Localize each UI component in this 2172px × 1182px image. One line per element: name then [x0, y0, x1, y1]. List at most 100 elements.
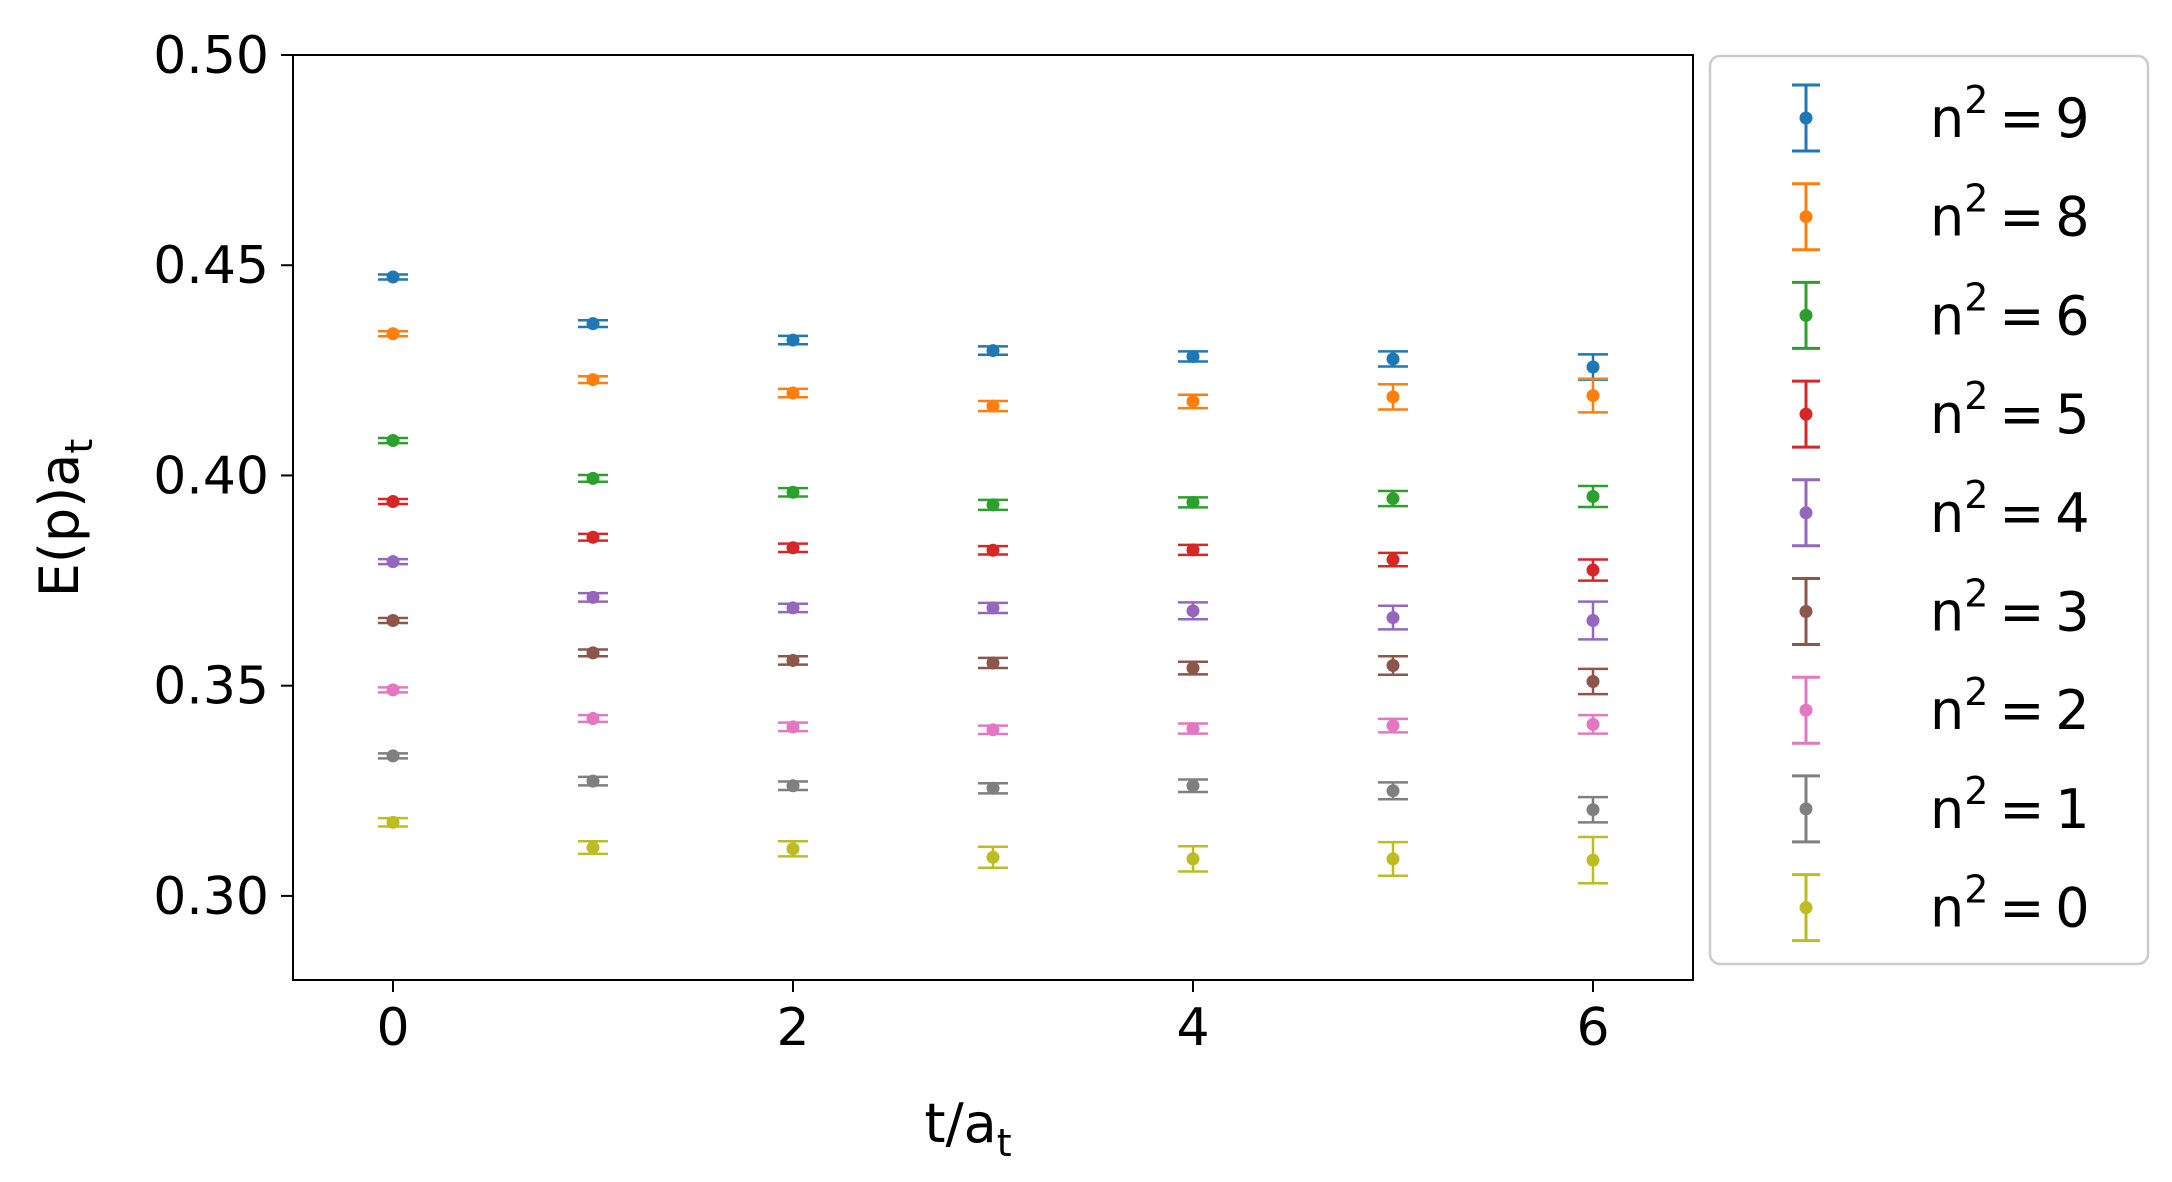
data-point — [1586, 853, 1600, 867]
data-point — [1186, 779, 1200, 793]
x-tick-label: 4 — [1176, 998, 1209, 1058]
data-point — [786, 386, 800, 400]
data-point — [986, 498, 1000, 512]
legend-label: n2 = 0 — [1930, 868, 2090, 940]
data-point — [386, 614, 400, 628]
legend-label: n2 = 3 — [1930, 572, 2090, 644]
data-point — [1586, 389, 1600, 403]
y-tick-label: 0.45 — [153, 236, 269, 296]
data-point — [1186, 495, 1200, 509]
legend: n2 = 9 n2 = 8 n2 = 6 n2 = 5 n2 = 4 n2 = 3 n2 =… — [1708, 54, 2150, 966]
data-point — [986, 850, 1000, 864]
data-point — [1586, 803, 1600, 817]
y-axis: 0.30 0.35 0.40 0.45 0.50 — [153, 26, 293, 927]
legend-marker — [1799, 407, 1813, 421]
data-point — [586, 373, 600, 387]
data-point — [386, 683, 400, 697]
y-tick-label: 0.50 — [153, 26, 269, 86]
data-point — [786, 653, 800, 667]
data-point — [586, 471, 600, 485]
data-point — [1186, 852, 1200, 866]
data-point — [786, 485, 800, 499]
y-axis-label: E(p)at — [28, 439, 101, 598]
series-n2-1 — [378, 749, 1608, 824]
series-layer — [378, 270, 1608, 885]
data-point — [786, 720, 800, 734]
data-point — [1186, 394, 1200, 408]
data-point — [386, 495, 400, 509]
legend-item-n2-9: n2 = 9 — [1792, 78, 2090, 153]
data-point — [986, 781, 1000, 795]
series-n2-2 — [378, 683, 1608, 737]
data-point — [386, 555, 400, 569]
x-tick-label: 2 — [776, 998, 809, 1058]
legend-marker — [1799, 111, 1813, 125]
x-tick-label: 0 — [376, 998, 409, 1058]
x-tick-label: 6 — [1576, 998, 1609, 1058]
legend-item-n2-3: n2 = 3 — [1792, 572, 2090, 646]
data-point — [1386, 611, 1400, 625]
series-n2-5 — [378, 495, 1608, 582]
data-point — [986, 601, 1000, 615]
legend-item-n2-6: n2 = 6 — [1792, 275, 2090, 350]
data-point — [1386, 390, 1400, 404]
legend-item-n2-8: n2 = 8 — [1792, 177, 2090, 252]
data-point — [586, 530, 600, 544]
data-point — [986, 344, 1000, 358]
legend-marker — [1799, 605, 1813, 618]
legend-label: n2 = 5 — [1930, 374, 2090, 446]
data-point — [1186, 543, 1200, 557]
legend-item-n2-2: n2 = 2 — [1792, 670, 2090, 745]
data-point — [586, 774, 600, 788]
data-point — [1386, 852, 1400, 866]
data-point — [1386, 492, 1400, 506]
data-point — [1386, 719, 1400, 733]
legend-item-n2-4: n2 = 4 — [1792, 473, 2090, 548]
data-point — [1586, 563, 1600, 577]
legend-item-n2-5: n2 = 5 — [1792, 374, 2090, 449]
legend-item-n2-1: n2 = 1 — [1792, 769, 2090, 844]
data-point — [1386, 553, 1400, 567]
data-point — [586, 590, 600, 604]
series-n2-0 — [378, 815, 1608, 885]
legend-marker — [1799, 802, 1813, 816]
series-n2-4 — [378, 555, 1608, 641]
data-point — [1586, 489, 1600, 503]
data-point — [986, 656, 1000, 670]
x-axis: 0 2 4 6 — [376, 980, 1610, 1058]
legend-marker — [1799, 506, 1813, 520]
data-point — [786, 333, 800, 347]
data-point — [386, 815, 400, 829]
data-point — [786, 541, 800, 555]
legend-label: n2 = 2 — [1930, 670, 2090, 742]
data-point — [1586, 614, 1600, 628]
data-point — [1186, 661, 1200, 675]
data-point — [986, 399, 1000, 413]
legend-label: n2 = 4 — [1930, 473, 2090, 545]
y-tick-label: 0.40 — [153, 446, 269, 506]
legend-marker — [1799, 210, 1813, 224]
data-point — [586, 317, 600, 331]
y-tick-label: 0.35 — [153, 657, 269, 717]
legend-label: n2 = 6 — [1930, 275, 2090, 347]
data-point — [786, 601, 800, 615]
data-point — [586, 841, 600, 855]
data-point — [1386, 659, 1400, 672]
data-point — [986, 723, 1000, 737]
legend-marker — [1799, 901, 1813, 915]
data-point — [386, 327, 400, 341]
plot-frame — [292, 54, 1694, 981]
data-point — [1186, 604, 1200, 618]
legend-label: n2 = 9 — [1930, 78, 2090, 150]
data-point — [1186, 722, 1200, 736]
series-n2-6 — [378, 434, 1608, 512]
series-n2-9 — [378, 270, 1608, 381]
data-point — [1386, 352, 1400, 366]
series-n2-8 — [378, 327, 1608, 414]
y-tick-label: 0.30 — [153, 867, 269, 927]
legend-item-n2-0: n2 = 0 — [1792, 868, 2090, 943]
data-point — [386, 434, 400, 448]
legend-marker — [1799, 703, 1813, 717]
data-point — [1586, 717, 1600, 731]
